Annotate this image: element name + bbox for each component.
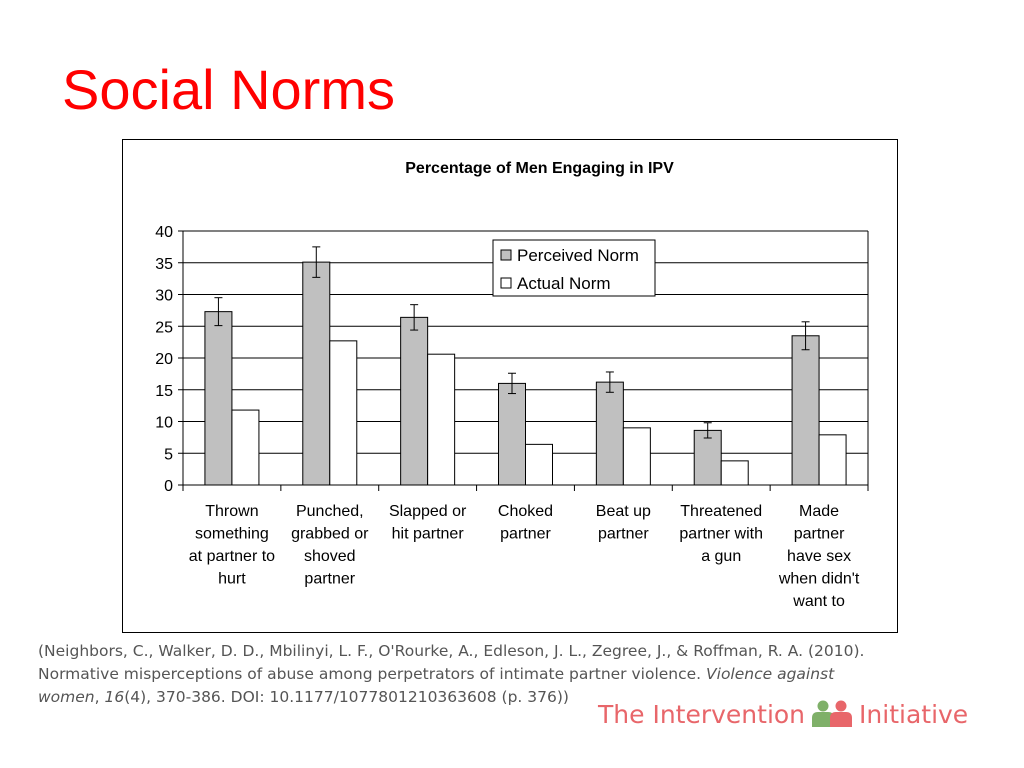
y-tick-label-6: 30 (155, 288, 173, 305)
x-category-label-1: Punched, grabbed or shoved partner (291, 503, 369, 588)
slide-title: Social Norms (62, 58, 395, 121)
bar-actual-3 (525, 443, 553, 486)
x-category-label-2: Slapped or hit partner (389, 503, 467, 543)
brand-logo: The Intervention Initiative (598, 699, 968, 735)
y-tick-label-7: 35 (155, 256, 173, 273)
bar-perceived-2 (400, 316, 429, 486)
x-category-label-4: Beat up partner (596, 503, 651, 543)
bar-perceived-5 (693, 429, 722, 486)
legend-box (492, 239, 656, 297)
citation-separator: , (94, 688, 105, 706)
citation-text: Normative misperceptions of abuse among … (38, 665, 707, 683)
citation-journal: Violence against (706, 665, 835, 683)
citation-volume: 16 (104, 688, 125, 706)
citation-line-3: women, 16(4), 370-386. DOI: 10.1177/1077… (38, 686, 938, 709)
legend-label-0: Perceived Norm (517, 246, 639, 265)
bar-perceived-4 (595, 381, 624, 486)
citation-line-1: (Neighbors, C., Walker, D. D., Mbilinyi,… (38, 642, 865, 660)
bar-actual-0 (231, 409, 260, 486)
y-tick-label-4: 20 (155, 351, 173, 368)
citation-rest: (4), 370-386. DOI: 10.1177/1077801210363… (124, 688, 569, 706)
y-tick-label-3: 15 (155, 383, 173, 400)
bar-actual-2 (427, 353, 456, 486)
bar-actual-6 (818, 434, 847, 486)
bar-actual-1 (329, 340, 358, 486)
y-tick-label-0: 0 (164, 478, 173, 495)
chart-frame: Percentage of Men Engaging in IPV 0 5 10 15 2… (122, 139, 898, 633)
y-tick-label-8: 40 (155, 224, 173, 241)
bar-perceived-1 (302, 261, 331, 486)
bar-perceived-6 (791, 335, 820, 486)
brand-name-part-2: Initiative (859, 700, 969, 729)
bar-perceived-0 (204, 311, 233, 486)
bar-actual-5 (720, 460, 749, 486)
x-category-label-5: Threatened partner with a gun (679, 503, 763, 565)
x-category-label-0: Thrown something at partner to hurt (189, 503, 275, 588)
legend-swatch-1 (500, 277, 512, 289)
legend-label-1: Actual Norm (517, 274, 611, 293)
y-tick-label-5: 25 (155, 319, 173, 336)
citation-line-2: Normative misperceptions of abuse among … (38, 663, 938, 686)
bar-chart: Percentage of Men Engaging in IPV 0 5 10 15 2… (155, 160, 869, 610)
x-category-label-6: Made partner have sex when didn't want to (778, 503, 860, 610)
bar-actual-4 (622, 427, 651, 486)
y-tick-label-2: 10 (155, 415, 173, 432)
bar-perceived-3 (498, 382, 526, 486)
citation-journal-2: women (38, 688, 95, 706)
x-category-label-3: Choked partner (498, 503, 553, 543)
two-people-icon (809, 699, 855, 735)
legend-swatch-0 (500, 249, 512, 261)
brand-name-part-1: The Intervention (598, 700, 806, 729)
chart-title: Percentage of Men Engaging in IPV (405, 160, 674, 177)
citation: (Neighbors, C., Walker, D. D., Mbilinyi,… (38, 640, 938, 709)
y-tick-label-1: 5 (164, 446, 173, 463)
